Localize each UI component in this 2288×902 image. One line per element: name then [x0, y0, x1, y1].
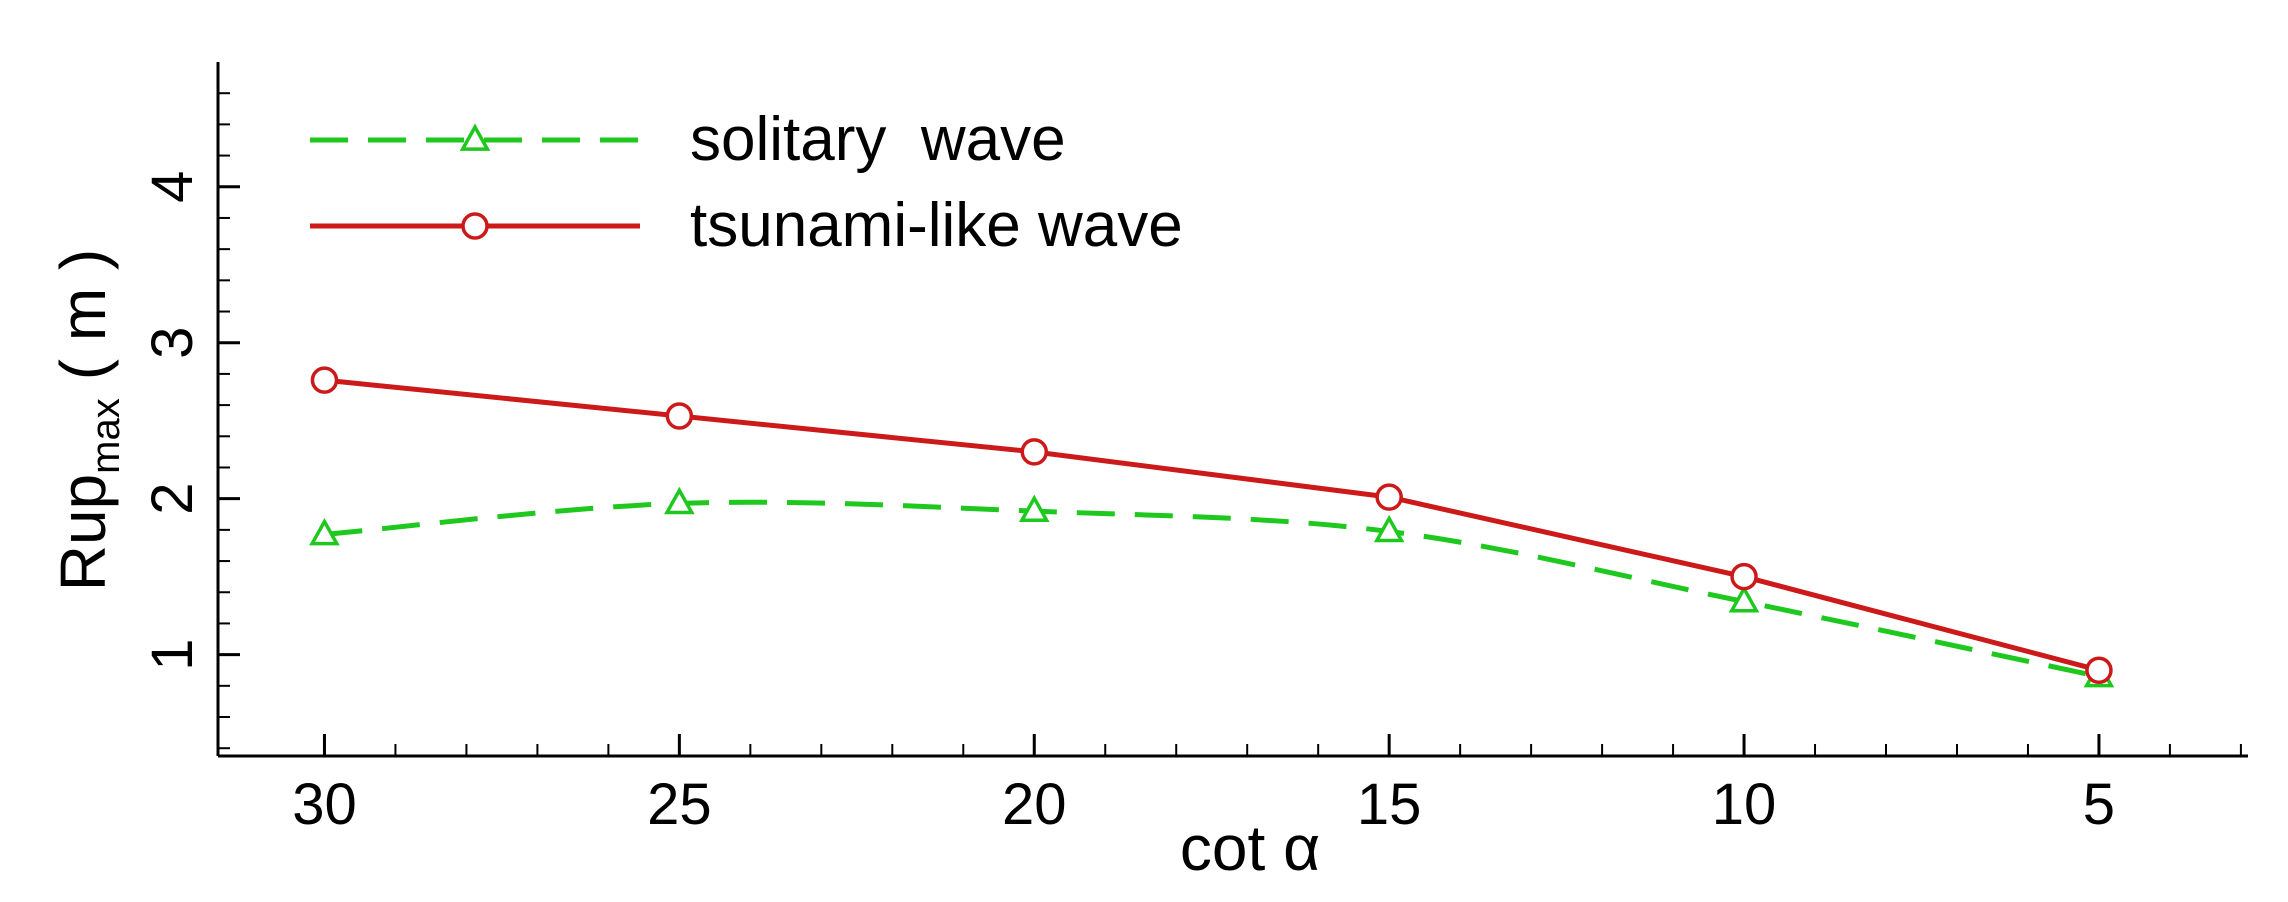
series-line: [324, 377, 2100, 673]
series-layer: [309, 366, 2115, 688]
y-tick-label: 2: [140, 483, 205, 515]
x-tick-label: 25: [647, 772, 712, 837]
x-tick-label: 5: [2083, 772, 2115, 837]
data-point-circle: [2085, 656, 2113, 684]
legend: solitary wave tsunami-like wave: [310, 105, 1183, 260]
svg-text:Rupmax( m ): Rupmax ( m ): [47, 249, 128, 591]
axes: 30 25 20 15 10 5 1 2 3 4: [140, 62, 2248, 837]
legend-entry: tsunami-like wave: [310, 191, 1183, 260]
series-1: [309, 486, 2115, 688]
legend-entry: solitary wave: [310, 105, 1066, 174]
legend-label: solitary wave: [690, 105, 1066, 174]
data-point-circle: [1375, 483, 1403, 511]
x-tick-label: 15: [1357, 772, 1422, 837]
legend-label: tsunami-like wave: [690, 191, 1183, 260]
legend-marker-circle: [461, 212, 489, 240]
y-tick-label: 3: [140, 327, 205, 359]
y-axis-label-sub: max: [84, 398, 128, 474]
y-axis-label-unit: ( m ): [47, 249, 119, 381]
data-point-circle: [1020, 438, 1049, 466]
data-point-triangle: [664, 486, 695, 515]
y-tick-label: 4: [140, 171, 205, 203]
x-axis-label: cot α: [1180, 812, 1320, 884]
series-2: [310, 366, 2113, 684]
series-line: [324, 499, 2100, 679]
legend-marker-triangle: [459, 123, 491, 151]
data-point-triangle: [1728, 585, 1760, 613]
data-point-circle: [310, 366, 339, 394]
y-axis-label-main: Rup: [47, 474, 119, 591]
data-point-circle: [1730, 562, 1758, 591]
x-tick-label: 30: [292, 772, 357, 837]
x-tick-label: 10: [1712, 772, 1777, 837]
data-point-circle: [665, 402, 694, 430]
data-point-triangle: [1018, 494, 1050, 523]
y-axis-label: Rupmax ( m ): [47, 249, 128, 591]
data-point-triangle: [1373, 514, 1405, 543]
x-tick-label: 20: [1002, 772, 1067, 837]
data-point-triangle: [309, 517, 340, 546]
y-tick-label: 1: [140, 638, 205, 670]
